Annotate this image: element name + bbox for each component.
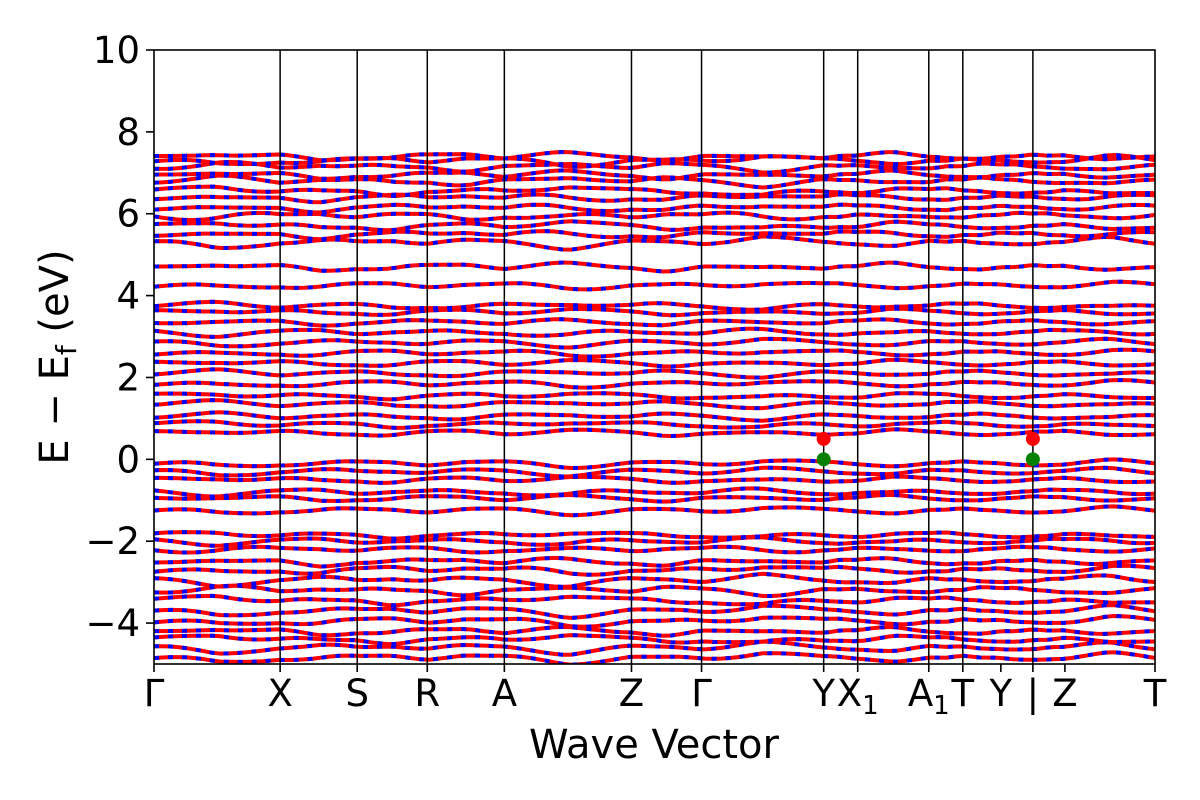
band-line-2 xyxy=(154,633,1155,647)
x-tick-label-9: A1 xyxy=(908,672,950,721)
band-line-29 xyxy=(154,336,1155,350)
x-tick-label-12: | xyxy=(1027,672,1039,715)
band-line-28 xyxy=(154,347,1155,359)
band-line-47 xyxy=(154,149,1155,164)
band-line-6 xyxy=(154,593,1155,608)
band-line-44 xyxy=(154,168,1155,182)
y-axis-label-sub: f xyxy=(50,344,83,355)
x-axis-ticks: Γ X S R A Z Γ Y X1 A1 T Y | Z T xyxy=(144,664,1167,721)
y-tick-label-6: 8 xyxy=(116,111,140,154)
band-line-23 xyxy=(154,398,1155,411)
x-tick-label-1: X xyxy=(267,672,292,715)
band-line-21 xyxy=(154,419,1155,430)
band-line-22 xyxy=(154,410,1155,423)
band-line-17 xyxy=(154,474,1155,485)
x-axis-label: Wave Vector xyxy=(529,722,780,768)
band-line-45 xyxy=(154,159,1155,175)
band-line-3 xyxy=(154,624,1155,638)
band-line-32 xyxy=(154,306,1155,318)
band-line-24 xyxy=(154,391,1155,402)
band-line-1 xyxy=(154,639,1155,657)
x-tick-label-5: Z xyxy=(619,672,644,715)
x-tick-label-7: Y xyxy=(811,672,835,715)
x-tick-label-14: T xyxy=(1143,672,1167,715)
band-line-33 xyxy=(154,299,1155,312)
band-line-18 xyxy=(154,465,1155,479)
band-line-25 xyxy=(154,378,1155,390)
band-line-31 xyxy=(154,317,1155,328)
band-line-34 xyxy=(154,279,1155,292)
band-line-20 xyxy=(154,427,1155,439)
kpoint-lines xyxy=(279,50,1034,664)
y-tick-label-0: −4 xyxy=(85,602,140,645)
band-line-19 xyxy=(154,457,1155,471)
x-tick-label-10: T xyxy=(951,672,975,715)
x-tick-label-13: Z xyxy=(1052,672,1077,715)
band-line-41 xyxy=(154,192,1155,205)
band-line-4 xyxy=(154,613,1155,629)
band-line-8 xyxy=(154,571,1155,589)
cbm-marker-0 xyxy=(816,431,831,446)
band-line-42 xyxy=(154,184,1155,199)
y-tick-label-2: 0 xyxy=(116,438,140,481)
band-line-13 xyxy=(154,530,1155,541)
band-line-10 xyxy=(154,555,1155,569)
band-line-35 xyxy=(154,260,1155,274)
x-tick-label-3: R xyxy=(414,672,440,715)
bands-layer xyxy=(154,149,1155,664)
y-tick-label-4: 4 xyxy=(116,275,140,318)
x-tick-label-11: Y xyxy=(989,672,1013,715)
band-line-26 xyxy=(154,367,1155,380)
vbm-marker-0 xyxy=(816,452,831,467)
band-line-7 xyxy=(154,583,1155,598)
band-line-37 xyxy=(154,229,1155,242)
x-tick-label-0: Γ xyxy=(144,672,165,715)
band-edge-markers xyxy=(816,431,1040,467)
band-line-16 xyxy=(154,486,1155,499)
plot-frame xyxy=(153,49,1156,665)
y-axis-label-main: E − E xyxy=(32,355,78,465)
band-line-30 xyxy=(154,326,1155,339)
band-line-15 xyxy=(154,492,1155,504)
band-line-40 xyxy=(154,202,1155,215)
band-line-38 xyxy=(154,219,1155,233)
x-tick-label-2: S xyxy=(345,672,369,715)
band-line-0 xyxy=(154,650,1155,664)
band-line-12 xyxy=(154,535,1155,548)
x-tick-label-6: Γ xyxy=(691,672,712,715)
cbm-marker-1 xyxy=(1025,431,1040,446)
x-tick-label-4: A xyxy=(492,672,517,715)
y-axis-ticks: −4 −2 0 2 4 6 8 10 xyxy=(85,29,154,645)
band-line-11 xyxy=(154,544,1155,555)
x-tick-label-8: X1 xyxy=(837,672,879,721)
band-line-5 xyxy=(154,603,1155,620)
y-axis-label: E − Ef (eV) xyxy=(32,249,83,464)
y-axis-label-unit: (eV) xyxy=(32,249,78,345)
y-tick-label-7: 10 xyxy=(93,29,140,72)
band-line-9 xyxy=(154,563,1155,577)
y-tick-label-3: 2 xyxy=(116,356,140,399)
band-line-14 xyxy=(154,504,1155,518)
y-tick-label-1: −2 xyxy=(85,520,140,563)
vbm-marker-1 xyxy=(1025,452,1040,467)
band-line-27 xyxy=(154,357,1155,369)
y-tick-label-5: 6 xyxy=(116,193,140,236)
